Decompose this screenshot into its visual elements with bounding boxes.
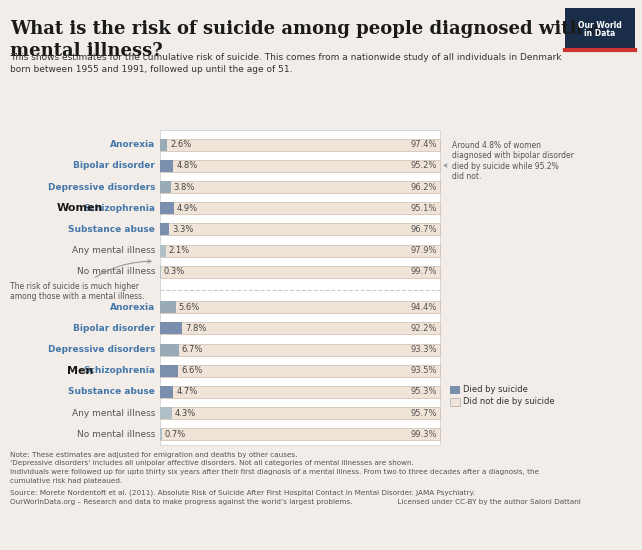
Text: Any mental illness: Any mental illness — [72, 409, 155, 417]
Text: 6.6%: 6.6% — [182, 366, 203, 375]
Text: 2.6%: 2.6% — [170, 140, 191, 149]
Text: 95.3%: 95.3% — [410, 387, 437, 397]
Text: Schizophrenia: Schizophrenia — [83, 366, 155, 375]
Text: 99.7%: 99.7% — [410, 267, 437, 277]
Text: Bipolar disorder: Bipolar disorder — [73, 161, 155, 170]
Text: 95.2%: 95.2% — [411, 161, 437, 170]
FancyBboxPatch shape — [160, 130, 440, 445]
FancyBboxPatch shape — [160, 428, 162, 441]
Text: 97.4%: 97.4% — [410, 140, 437, 149]
Text: 4.3%: 4.3% — [175, 409, 196, 417]
FancyBboxPatch shape — [160, 266, 440, 278]
Text: 93.3%: 93.3% — [410, 345, 437, 354]
FancyBboxPatch shape — [160, 344, 440, 355]
Text: No mental illness: No mental illness — [76, 430, 155, 439]
Text: 4.8%: 4.8% — [177, 161, 198, 170]
Text: Anorexia: Anorexia — [110, 140, 155, 149]
FancyBboxPatch shape — [450, 386, 460, 394]
Text: Men: Men — [67, 366, 93, 376]
Text: This shows estimates for the cumulative risk of suicide. This comes from a natio: This shows estimates for the cumulative … — [10, 53, 562, 74]
Text: Substance abuse: Substance abuse — [68, 387, 155, 397]
Text: 5.6%: 5.6% — [178, 302, 200, 312]
FancyBboxPatch shape — [160, 160, 440, 172]
Text: Did not die by suicide: Did not die by suicide — [463, 398, 555, 406]
Text: 4.7%: 4.7% — [176, 387, 197, 397]
Text: 0.3%: 0.3% — [164, 267, 185, 277]
Text: 93.5%: 93.5% — [410, 366, 437, 375]
FancyBboxPatch shape — [160, 301, 176, 313]
FancyBboxPatch shape — [160, 386, 173, 398]
Text: 3.3%: 3.3% — [172, 225, 194, 234]
Text: The risk of suicide is much higher
among those with a mental illness.: The risk of suicide is much higher among… — [10, 260, 151, 301]
FancyBboxPatch shape — [160, 365, 440, 377]
Text: 96.2%: 96.2% — [410, 183, 437, 191]
FancyBboxPatch shape — [160, 245, 440, 257]
Text: 95.7%: 95.7% — [410, 409, 437, 417]
Text: Our World: Our World — [578, 20, 622, 30]
Text: Note: These estimates are adjusted for emigration and deaths by other causes.
'D: Note: These estimates are adjusted for e… — [10, 452, 539, 483]
FancyBboxPatch shape — [565, 8, 635, 50]
FancyBboxPatch shape — [160, 365, 178, 377]
FancyBboxPatch shape — [160, 202, 440, 215]
Text: Depressive disorders: Depressive disorders — [48, 345, 155, 354]
Text: No mental illness: No mental illness — [76, 267, 155, 277]
Text: What is the risk of suicide among people diagnosed with a
mental illness?: What is the risk of suicide among people… — [10, 20, 600, 60]
Text: Bipolar disorder: Bipolar disorder — [73, 324, 155, 333]
Text: 96.7%: 96.7% — [410, 225, 437, 234]
FancyBboxPatch shape — [160, 181, 171, 193]
FancyBboxPatch shape — [160, 386, 440, 398]
FancyBboxPatch shape — [160, 245, 166, 257]
FancyBboxPatch shape — [160, 160, 173, 172]
FancyBboxPatch shape — [160, 301, 440, 313]
Text: Depressive disorders: Depressive disorders — [48, 183, 155, 191]
Text: Substance abuse: Substance abuse — [68, 225, 155, 234]
FancyBboxPatch shape — [160, 344, 178, 355]
Text: 92.2%: 92.2% — [411, 324, 437, 333]
Text: 6.7%: 6.7% — [182, 345, 203, 354]
Text: 0.7%: 0.7% — [165, 430, 186, 439]
FancyBboxPatch shape — [450, 398, 460, 406]
Text: 7.8%: 7.8% — [185, 324, 206, 333]
Text: 95.1%: 95.1% — [411, 204, 437, 213]
FancyBboxPatch shape — [160, 322, 440, 334]
FancyBboxPatch shape — [160, 181, 440, 193]
FancyBboxPatch shape — [160, 139, 168, 151]
Text: in Data: in Data — [584, 30, 616, 38]
Text: 2.1%: 2.1% — [169, 246, 190, 255]
Text: 4.9%: 4.9% — [177, 204, 198, 213]
Text: 97.9%: 97.9% — [410, 246, 437, 255]
Text: Schizophrenia: Schizophrenia — [83, 204, 155, 213]
Text: 99.3%: 99.3% — [410, 430, 437, 439]
FancyBboxPatch shape — [160, 223, 440, 235]
FancyBboxPatch shape — [160, 266, 161, 278]
FancyBboxPatch shape — [160, 322, 182, 334]
FancyBboxPatch shape — [160, 223, 169, 235]
FancyBboxPatch shape — [160, 407, 172, 419]
Text: Source: Morete Nordentoft et al. (2011). Absolute Risk of Suicide After First Ho: Source: Morete Nordentoft et al. (2011).… — [10, 490, 581, 505]
Text: Women: Women — [56, 204, 103, 213]
FancyBboxPatch shape — [160, 202, 174, 215]
Text: 3.8%: 3.8% — [173, 183, 195, 191]
Text: Around 4.8% of women
diagnosed with bipolar disorder
died by suicide while 95.2%: Around 4.8% of women diagnosed with bipo… — [444, 141, 574, 181]
FancyBboxPatch shape — [160, 139, 440, 151]
FancyBboxPatch shape — [160, 407, 440, 419]
Text: Died by suicide: Died by suicide — [463, 386, 528, 394]
Text: 94.4%: 94.4% — [411, 302, 437, 312]
Text: Anorexia: Anorexia — [110, 302, 155, 312]
FancyBboxPatch shape — [160, 428, 440, 441]
Text: Any mental illness: Any mental illness — [72, 246, 155, 255]
